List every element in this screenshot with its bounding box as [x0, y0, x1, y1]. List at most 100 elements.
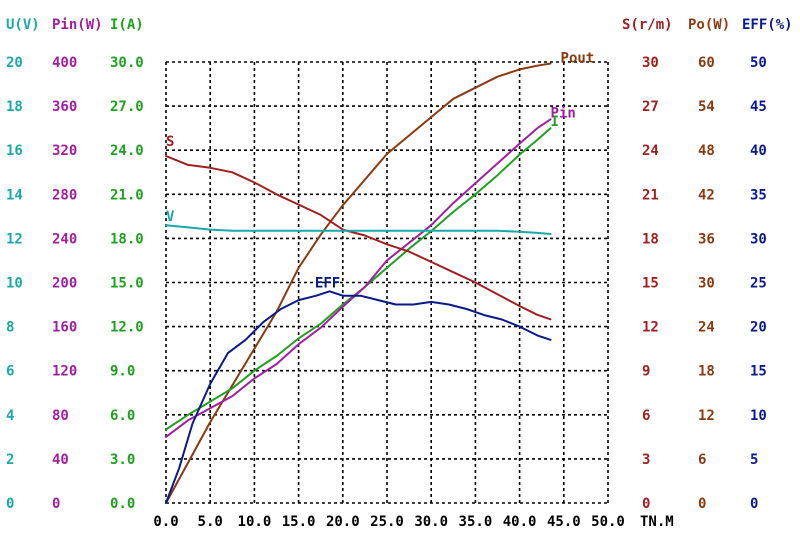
y-tick-label-s: 21	[642, 187, 659, 203]
axis-title-eff: EFF(%)	[742, 17, 793, 33]
x-tick-label: 50.0	[591, 514, 625, 530]
y-tick-label-pin: 120	[52, 364, 77, 380]
x-tick-label: 25.0	[370, 514, 404, 530]
series-label-v: V	[166, 209, 175, 225]
y-tick-label-s: 15	[642, 276, 659, 292]
y-tick-label-eff: 0	[750, 496, 758, 512]
series-line-pin	[165, 118, 552, 438]
y-tick-label-po: 24	[698, 320, 715, 336]
y-tick-label-u: 6	[6, 364, 14, 380]
axes: 0.0 5.0 10.0 15.0 20.0 25.0 30.0 35.0 40.0 45.0 50…	[6, 17, 793, 530]
x-tick-label: 10.0	[238, 514, 272, 530]
y-tick-label-s: 0	[642, 496, 650, 512]
y-tick-label-i: 15.0	[110, 276, 144, 292]
y-tick-label-i: 27.0	[110, 99, 144, 115]
y-tick-label-u: 4	[6, 408, 14, 424]
y-tick-label-u: 8	[6, 320, 14, 336]
y-tick-label-s: 9	[642, 364, 650, 380]
y-tick-label-po: 42	[698, 187, 715, 203]
axis-title-s: S(r/m)	[622, 17, 673, 33]
y-tick-label-i: 6.0	[110, 408, 135, 424]
y-tick-label-u: 20	[6, 55, 23, 71]
y-tick-label-i: 30.0	[110, 55, 144, 71]
y-tick-label-po: 36	[698, 231, 715, 247]
y-tick-label-i: 18.0	[110, 231, 144, 247]
y-tick-label-po: 18	[698, 364, 715, 380]
y-tick-label-pin: 400	[52, 55, 77, 71]
x-tick-label: 0.0	[153, 514, 178, 530]
y-tick-label-eff: 35	[750, 187, 767, 203]
x-tick-label: 15.0	[282, 514, 316, 530]
series-line-i	[165, 127, 552, 431]
y-tick-label-s: 27	[642, 99, 659, 115]
y-tick-label-i: 3.0	[110, 452, 135, 468]
series-line-s	[165, 155, 552, 321]
y-tick-label-po: 60	[698, 55, 715, 71]
y-tick-label-pin: 280	[52, 187, 77, 203]
y-tick-label-eff: 50	[750, 55, 767, 71]
x-tick-label: 20.0	[326, 514, 360, 530]
y-tick-label-s: 24	[642, 143, 659, 159]
y-tick-label-i: 21.0	[110, 187, 144, 203]
y-tick-label-i: 0.0	[110, 496, 135, 512]
y-tick-label-u: 14	[6, 187, 23, 203]
y-tick-label-po: 54	[698, 99, 715, 115]
y-tick-label-po: 30	[698, 276, 715, 292]
y-tick-label-u: 16	[6, 143, 23, 159]
y-tick-label-s: 3	[642, 452, 650, 468]
y-tick-label-pin: 160	[52, 320, 77, 336]
y-tick-label-po: 0	[698, 496, 706, 512]
y-tick-label-eff: 20	[750, 320, 767, 336]
y-tick-label-po: 12	[698, 408, 715, 424]
y-tick-label-s: 12	[642, 320, 659, 336]
y-tick-label-pin: 80	[52, 408, 69, 424]
y-tick-label-eff: 40	[750, 143, 767, 159]
x-axis-label: TN.M	[640, 514, 674, 530]
y-tick-label-pin: 360	[52, 99, 77, 115]
grid	[165, 61, 609, 504]
y-tick-label-pin: 40	[52, 452, 69, 468]
series-label-eff: EFF	[315, 275, 340, 291]
x-tick-label: 5.0	[198, 514, 223, 530]
x-tick-label: 40.0	[503, 514, 537, 530]
y-tick-label-i: 24.0	[110, 143, 144, 159]
y-tick-label-pin: 240	[52, 231, 77, 247]
x-tick-label: 45.0	[547, 514, 581, 530]
series-label-i: I	[551, 114, 559, 130]
series-label-pout: Pout	[561, 50, 595, 66]
y-tick-label-u: 0	[6, 496, 14, 512]
y-tick-label-eff: 5	[750, 452, 758, 468]
axis-title-i: I(A)	[110, 17, 144, 33]
y-tick-label-u: 18	[6, 99, 23, 115]
y-tick-label-pin: 200	[52, 276, 77, 292]
y-tick-label-eff: 25	[750, 276, 767, 292]
y-tick-label-pin: 0	[52, 496, 60, 512]
axis-title-pin: Pin(W)	[52, 17, 103, 33]
y-tick-label-i: 12.0	[110, 320, 144, 336]
y-tick-label-pin: 320	[52, 143, 77, 159]
y-tick-label-u: 2	[6, 452, 14, 468]
y-tick-label-eff: 15	[750, 364, 767, 380]
y-tick-label-eff: 45	[750, 99, 767, 115]
series-line-eff	[165, 290, 552, 504]
series-label-s: S	[166, 134, 174, 150]
y-tick-label-s: 30	[642, 55, 659, 71]
x-tick-label: 30.0	[414, 514, 448, 530]
series-line-v	[165, 224, 552, 235]
y-tick-label-u: 10	[6, 276, 23, 292]
y-tick-label-s: 6	[642, 408, 650, 424]
y-tick-label-u: 12	[6, 231, 23, 247]
y-tick-label-i: 9.0	[110, 364, 135, 380]
y-tick-label-s: 18	[642, 231, 659, 247]
series-line-pout	[165, 62, 552, 504]
y-tick-label-eff: 30	[750, 231, 767, 247]
y-tick-label-eff: 10	[750, 408, 767, 424]
x-tick-label: 35.0	[459, 514, 493, 530]
axis-title-u: U(V)	[6, 17, 40, 33]
y-tick-label-po: 48	[698, 143, 715, 159]
axis-title-po: Po(W)	[688, 17, 730, 33]
series-label-pin: Pin	[551, 105, 576, 121]
y-tick-label-po: 6	[698, 452, 706, 468]
